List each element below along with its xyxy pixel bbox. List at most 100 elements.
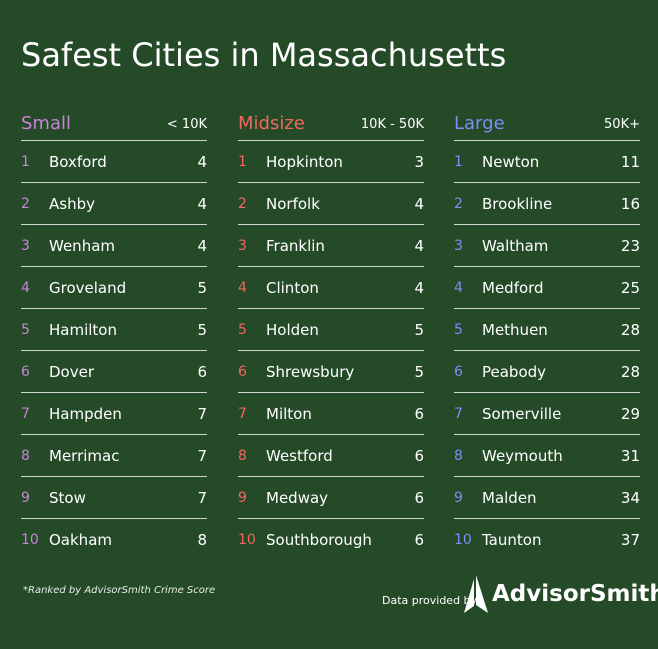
table-row: 5 Methuen 28 <box>454 309 640 351</box>
rank-number: 4 <box>21 279 30 296</box>
city-name: Hampden <box>49 404 122 423</box>
rank-number: 3 <box>454 237 463 254</box>
table-row: 1 Boxford 4 <box>21 141 207 183</box>
table-row: 2 Brookline 16 <box>454 183 640 225</box>
city-name: Clinton <box>266 278 319 297</box>
crime-score: 4 <box>414 278 424 297</box>
city-name: Brookline <box>482 194 553 213</box>
crime-score: 29 <box>620 404 640 423</box>
rank-number: 8 <box>454 447 463 464</box>
city-name: Ashby <box>49 194 95 213</box>
table-row: 1 Newton 11 <box>454 141 640 183</box>
ranking-list: 1 Boxford 4 2 Ashby 4 3 Wenham 4 4 Groveland 5 5… <box>21 141 207 561</box>
rank-number: 7 <box>238 405 247 422</box>
table-row: 3 Wenham 4 <box>21 225 207 267</box>
rank-number: 7 <box>454 405 463 422</box>
table-row: 3 Franklin 4 <box>238 225 424 267</box>
rank-number: 9 <box>454 489 463 506</box>
crime-score: 6 <box>414 488 424 507</box>
crime-score: 7 <box>197 404 207 423</box>
crime-score: 28 <box>620 320 640 339</box>
table-row: 6 Peabody 28 <box>454 351 640 393</box>
city-name: Merrimac <box>49 446 120 465</box>
crime-score: 5 <box>414 320 424 339</box>
page-title: Safest Cities in Massachusetts <box>21 36 507 74</box>
city-name: Peabody <box>482 362 547 381</box>
rank-number: 1 <box>21 153 30 170</box>
city-name: Malden <box>482 488 537 507</box>
crime-score: 6 <box>414 446 424 465</box>
city-name: Waltham <box>482 236 549 255</box>
ranking-list: 1 Newton 11 2 Brookline 16 3 Waltham 23 4 Medfo… <box>454 141 640 561</box>
crime-score: 4 <box>414 194 424 213</box>
crime-score: 4 <box>197 236 207 255</box>
city-name: Weymouth <box>482 446 563 465</box>
rank-number: 10 <box>238 532 256 548</box>
crime-score: 25 <box>620 278 640 297</box>
rank-number: 3 <box>21 237 30 254</box>
rank-number: 4 <box>238 279 247 296</box>
crime-score: 6 <box>414 404 424 423</box>
crime-score: 16 <box>620 194 640 213</box>
rank-number: 8 <box>21 447 30 464</box>
column-range: 10K - 50K <box>360 117 424 132</box>
rank-number: 5 <box>21 321 30 338</box>
city-name: Holden <box>266 320 319 339</box>
city-name: Hamilton <box>49 320 117 339</box>
table-row: 8 Weymouth 31 <box>454 435 640 477</box>
crime-score: 6 <box>197 362 207 381</box>
rank-number: 7 <box>21 405 30 422</box>
advisorsmith-logo-icon <box>464 575 488 613</box>
crime-score: 7 <box>197 446 207 465</box>
column-name: Large <box>454 113 505 134</box>
crime-score: 5 <box>414 362 424 381</box>
city-name: Medway <box>266 488 329 507</box>
crime-score: 5 <box>197 320 207 339</box>
city-name: Stow <box>49 488 86 507</box>
table-row: 8 Westford 6 <box>238 435 424 477</box>
city-name: Franklin <box>266 236 325 255</box>
city-name: Southborough <box>266 531 372 549</box>
crime-score: 6 <box>414 531 424 549</box>
table-row: 5 Hamilton 5 <box>21 309 207 351</box>
column-name: Midsize <box>238 113 305 134</box>
rank-number: 10 <box>21 532 39 548</box>
table-row: 4 Groveland 5 <box>21 267 207 309</box>
city-name: Methuen <box>482 320 548 339</box>
ranking-list: 1 Hopkinton 3 2 Norfolk 4 3 Franklin 4 4 Clinto… <box>238 141 424 561</box>
city-name: Westford <box>266 446 333 465</box>
crime-score: 8 <box>197 531 207 549</box>
rank-number: 1 <box>454 153 463 170</box>
column-header: Large 50K+ <box>454 110 640 141</box>
crime-score: 34 <box>620 488 640 507</box>
table-row: 4 Medford 25 <box>454 267 640 309</box>
rank-number: 2 <box>21 195 30 212</box>
city-name: Boxford <box>49 152 107 171</box>
column-header: Midsize 10K - 50K <box>238 110 424 141</box>
rank-number: 6 <box>454 363 463 380</box>
city-name: Shrewsbury <box>266 362 355 381</box>
crime-score: 31 <box>620 446 640 465</box>
city-name: Somerville <box>482 404 562 423</box>
crime-score: 7 <box>197 488 207 507</box>
table-row: 7 Milton 6 <box>238 393 424 435</box>
ranking-footnote: *Ranked by AdvisorSmith Crime Score <box>23 585 216 596</box>
column-midsize: Midsize 10K - 50K 1 Hopkinton 3 2 Norfolk 4 … <box>238 110 424 561</box>
rank-number: 5 <box>454 321 463 338</box>
table-row: 6 Dover 6 <box>21 351 207 393</box>
column-range: < 10K <box>166 117 207 132</box>
city-name: Newton <box>482 152 540 171</box>
crime-score: 4 <box>414 236 424 255</box>
crime-score: 28 <box>620 362 640 381</box>
rank-number: 5 <box>238 321 247 338</box>
rank-number: 6 <box>21 363 30 380</box>
table-row: 10 Taunton 37 <box>454 519 640 561</box>
table-row: 9 Stow 7 <box>21 477 207 519</box>
city-name: Wenham <box>49 236 115 255</box>
table-row: 10 Southborough 6 <box>238 519 424 561</box>
rank-number: 9 <box>21 489 30 506</box>
column-small: Small < 10K 1 Boxford 4 2 Ashby 4 3 Wenham 4 4… <box>21 110 207 561</box>
crime-score: 5 <box>197 278 207 297</box>
column-range: 50K+ <box>604 117 640 132</box>
table-row: 9 Medway 6 <box>238 477 424 519</box>
